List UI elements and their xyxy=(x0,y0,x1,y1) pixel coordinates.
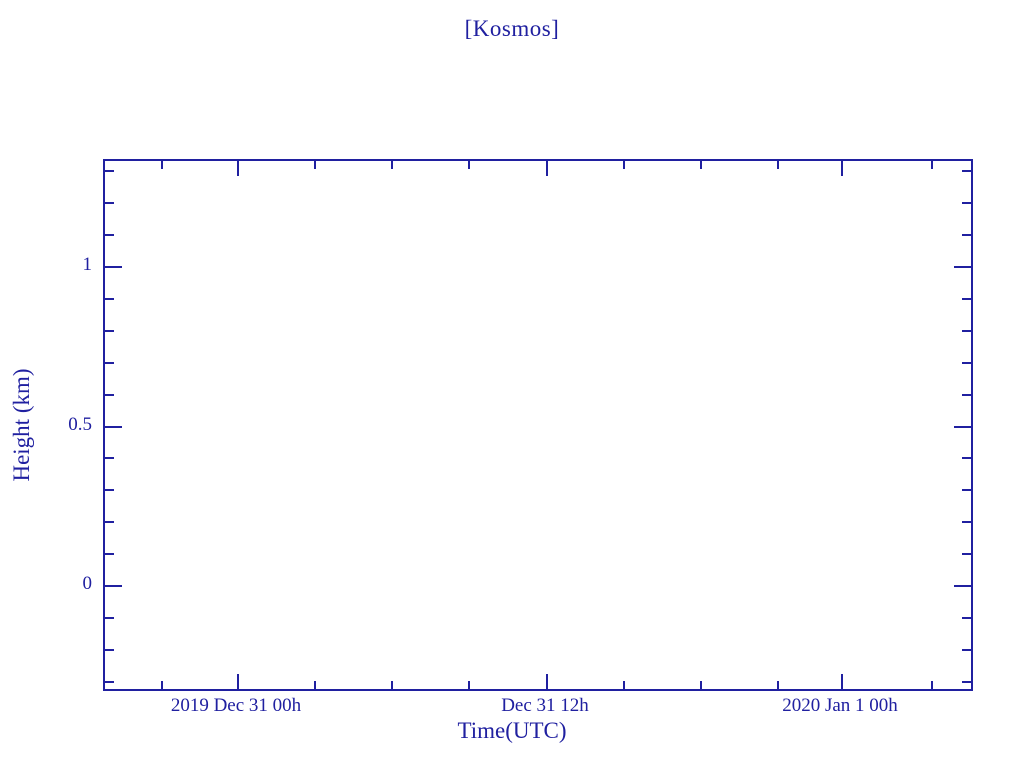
y-axis-minor-tick xyxy=(962,553,971,556)
x-axis-minor-tick xyxy=(314,161,316,169)
y-axis-minor-tick xyxy=(105,680,114,683)
x-axis-major-tick xyxy=(546,161,548,176)
y-axis-major-tick xyxy=(954,266,971,268)
y-axis-minor-tick xyxy=(962,170,971,173)
y-axis-minor-tick xyxy=(105,234,114,237)
y-axis-minor-tick xyxy=(962,361,971,364)
y-axis-minor-tick xyxy=(962,457,971,460)
y-axis-minor-tick xyxy=(962,648,971,651)
y-axis-minor-tick xyxy=(105,361,114,364)
x-axis-minor-tick xyxy=(468,681,470,689)
y-axis-tick-labels: 1 0.5 0 xyxy=(0,159,92,691)
x-axis-minor-tick xyxy=(700,681,702,689)
x-axis-minor-tick xyxy=(623,681,625,689)
y-axis-title: Height (km) xyxy=(9,368,34,482)
x-axis-minor-tick xyxy=(931,161,933,169)
x-axis-minor-tick xyxy=(931,681,933,689)
y-axis-minor-tick xyxy=(962,297,971,300)
y-axis-major-tick xyxy=(954,425,971,428)
y-axis-minor-tick xyxy=(105,202,114,205)
x-axis-minor-tick xyxy=(777,161,779,169)
x-axis-major-tick xyxy=(546,674,548,689)
x-axis-major-tick xyxy=(237,674,239,689)
x-axis-minor-tick xyxy=(700,161,702,169)
y-axis-minor-tick xyxy=(105,616,114,619)
x-axis-major-tick xyxy=(841,674,843,689)
y-axis-major-tick xyxy=(105,425,122,428)
y-axis-minor-tick xyxy=(962,680,971,683)
chart-title: [Kosmos] xyxy=(464,16,560,41)
x-axis-minor-tick xyxy=(468,161,470,169)
x-axis-title: Time(UTC) xyxy=(457,718,567,743)
y-axis-minor-tick xyxy=(962,234,971,237)
plot-data-area xyxy=(105,161,971,689)
y-axis-tick-label: 1 xyxy=(82,254,93,275)
y-axis-minor-tick xyxy=(105,489,114,492)
x-axis-minor-tick xyxy=(161,681,163,689)
x-axis-tick-label: Dec 31 12h xyxy=(501,695,589,716)
x-axis-major-tick xyxy=(841,161,843,176)
y-axis-minor-tick xyxy=(105,329,114,332)
y-axis-minor-tick xyxy=(105,297,114,300)
y-axis-minor-tick xyxy=(962,521,971,524)
x-axis-minor-tick xyxy=(391,681,393,689)
y-axis-major-tick xyxy=(105,266,122,268)
y-axis-minor-tick xyxy=(962,329,971,332)
y-axis-minor-tick xyxy=(962,393,971,396)
y-axis-minor-tick xyxy=(105,393,114,396)
y-axis-tick-label: 0.5 xyxy=(68,413,92,435)
y-axis-minor-tick xyxy=(105,553,114,556)
y-axis-minor-tick xyxy=(105,457,114,460)
y-axis-minor-tick xyxy=(962,616,971,619)
plot-frame xyxy=(103,159,973,691)
x-axis-tick-label: 2020 Jan 1 00h xyxy=(782,695,898,716)
y-axis-minor-tick xyxy=(962,489,971,492)
y-axis-major-tick xyxy=(954,585,971,587)
y-axis-major-tick xyxy=(105,585,122,587)
x-axis-tick-labels: 2019 Dec 31 00h Dec 31 12h 2020 Jan 1 00h xyxy=(0,691,1024,725)
x-axis-minor-tick xyxy=(391,161,393,169)
x-axis-minor-tick xyxy=(623,161,625,169)
y-axis-minor-tick xyxy=(105,648,114,651)
y-axis-minor-tick xyxy=(105,521,114,524)
y-axis-minor-tick xyxy=(105,170,114,173)
x-axis-major-tick xyxy=(237,161,239,176)
x-axis-minor-tick xyxy=(314,681,316,689)
x-axis-minor-tick xyxy=(161,161,163,169)
x-axis-tick-label: 2019 Dec 31 00h xyxy=(170,695,302,716)
y-axis-minor-tick xyxy=(962,202,971,205)
y-axis-tick-label: 0 xyxy=(82,573,93,594)
x-axis-minor-tick xyxy=(777,681,779,689)
